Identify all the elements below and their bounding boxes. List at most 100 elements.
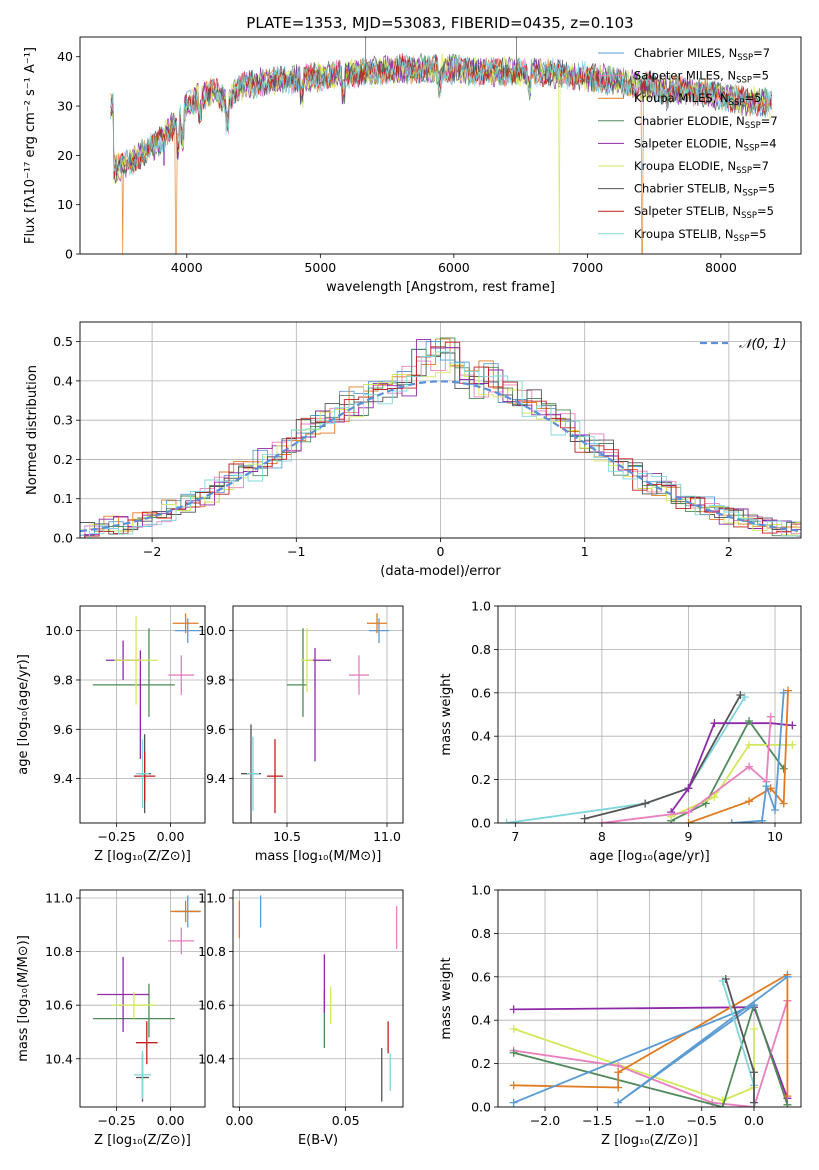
x-tick-label: 2 xyxy=(725,544,733,559)
weight-marker-chabrier_miles xyxy=(509,1098,518,1107)
plot-area xyxy=(509,970,792,1107)
y-tick-label: 30 xyxy=(57,99,73,114)
y-axis-label: mass weight xyxy=(439,673,454,755)
x-axis-label: Z [log₁₀(Z/Z⊙)] xyxy=(601,1133,698,1148)
plot-area xyxy=(92,613,201,814)
y-tick-label: 0.2 xyxy=(53,452,73,467)
weight-marker-chabrier_elodie xyxy=(718,1103,727,1107)
y-tick-label: 0.6 xyxy=(471,685,491,700)
weight-marker-salpeter_elodie xyxy=(710,719,719,728)
x-axis-label: wavelength [Angstrom, rest frame] xyxy=(326,280,555,295)
x-tick-label: 0.0 xyxy=(744,1113,764,1128)
axes-frame xyxy=(79,889,206,1108)
y-tick-label: 0.4 xyxy=(53,373,73,388)
legend-entry-1: Salpeter MILES, NSSP=5 xyxy=(634,69,769,86)
y-axis-label: Flux [fλ10⁻¹⁷ erg cm⁻² s⁻¹ A⁻¹] xyxy=(23,47,38,244)
weight-line-kroupa_stelib xyxy=(721,980,755,1107)
x-axis-label: mass [log₁₀(M/M⊙)] xyxy=(255,849,382,864)
y-tick-label: 0.6 xyxy=(471,969,491,984)
legend-entry-3: Chabrier ELODIE, NSSP=7 xyxy=(634,114,778,131)
y-axis-label: Normed distribution xyxy=(25,365,40,495)
x-tick-label: −1.0 xyxy=(634,1113,664,1128)
x-axis-label: (data-model)/error xyxy=(380,564,501,579)
legend-entry-4: Salpeter ELODIE, NSSP=4 xyxy=(634,136,777,153)
y-tick-label: 10 xyxy=(57,197,73,212)
weight-marker-salpeter_elodie xyxy=(509,1005,518,1014)
legend-entry-6: Chabrier STELIB, NSSP=5 xyxy=(634,182,775,199)
y-tick-label: 10.4 xyxy=(45,1051,73,1066)
weight-marker-kroupa_stelib xyxy=(502,819,511,823)
y-tick-label: 0.4 xyxy=(471,1013,491,1028)
weight-marker-chabrier_elodie xyxy=(509,1048,518,1057)
weight-marker-kroupa_miles xyxy=(614,1083,623,1092)
legend-normal: 𝒩(0, 1) xyxy=(739,337,786,352)
weight-marker-salpeter_elodie xyxy=(684,784,693,793)
weight-marker-chabrier_miles xyxy=(783,972,792,981)
weight-marker-chabrier_stelib xyxy=(641,799,650,808)
plot-area xyxy=(238,895,398,1102)
legend-entry-0: Chabrier MILES, NSSP=7 xyxy=(634,46,770,63)
y-tick-label: 9.8 xyxy=(53,672,73,687)
y-tick-label: 0.0 xyxy=(471,1100,491,1115)
x-tick-label: 0.00 xyxy=(157,1113,185,1128)
y-tick-label: 0.2 xyxy=(471,1056,491,1071)
y-tick-label: 11.0 xyxy=(198,891,226,906)
y-axis-label: age [log₁₀(age/yr)] xyxy=(16,654,31,775)
weight-marker-chabrier_stelib xyxy=(721,974,730,983)
x-tick-label: 7 xyxy=(511,829,519,844)
axes-frame xyxy=(497,605,802,824)
y-axis-label: mass weight xyxy=(439,957,454,1039)
y-tick-label: 1.0 xyxy=(471,599,491,614)
legend-entry-7: Salpeter STELIB, NSSP=5 xyxy=(634,204,774,221)
weight-marker-kroupa_miles xyxy=(684,819,693,823)
weight-marker-kroupa_miles xyxy=(779,799,788,808)
x-tick-label: 0.05 xyxy=(332,1113,360,1128)
weight-marker-salpeter_miles xyxy=(708,1098,717,1107)
weight-marker-kroupa_elodie xyxy=(509,1024,518,1033)
weight-line-kroupa_elodie xyxy=(513,1028,755,1102)
weight-marker-kroupa_elodie xyxy=(788,740,797,749)
weight-marker-chabrier_stelib xyxy=(580,814,589,823)
x-tick-label: 0.00 xyxy=(157,829,185,844)
y-tick-label: 0.2 xyxy=(471,772,491,787)
y-tick-label: 0 xyxy=(65,247,73,262)
x-tick-label: 10 xyxy=(767,829,783,844)
legend-entry-5: Kroupa ELODIE, NSSP=7 xyxy=(634,159,769,176)
weight-line-kroupa_elodie xyxy=(670,744,793,818)
x-tick-label: −1 xyxy=(287,544,305,559)
y-tick-label: 10.4 xyxy=(198,1051,226,1066)
axes-frame xyxy=(79,605,206,824)
plot-area xyxy=(92,895,201,1102)
plot-area xyxy=(80,337,801,538)
y-tick-label: 10.8 xyxy=(198,944,226,959)
y-tick-label: 20 xyxy=(57,148,73,163)
weight-marker-kroupa_elodie xyxy=(749,1024,758,1033)
histogram-salpeter_elodie xyxy=(84,339,801,538)
x-tick-label: 6000 xyxy=(438,260,470,275)
x-tick-label: 8000 xyxy=(705,260,737,275)
x-tick-label: 5000 xyxy=(304,260,336,275)
weight-marker-chabrier_miles xyxy=(758,816,767,823)
y-axis-label: mass [log₁₀(M/M⊙)] xyxy=(16,935,31,1062)
histogram-salpeter_miles xyxy=(84,347,801,538)
y-tick-label: 10.0 xyxy=(45,623,73,638)
y-tick-label: 40 xyxy=(57,49,73,64)
weight-marker-chabrier_miles xyxy=(727,819,736,823)
y-tick-label: 0.3 xyxy=(53,413,73,428)
panel-age_vs_Z: −0.25 0.00 9.4 9.6 9.8 10.0 Z [log₁₀(Z/Z⊙)] age… xyxy=(16,605,206,864)
weight-marker-kroupa_miles xyxy=(783,1092,792,1101)
x-tick-label: 1 xyxy=(581,544,589,559)
y-tick-label: 0.8 xyxy=(471,642,491,657)
weight-marker-kroupa_elodie xyxy=(710,792,719,801)
histogram-kroupa_elodie xyxy=(89,364,801,538)
y-tick-label: 10.8 xyxy=(45,944,73,959)
spectrum-line-8 xyxy=(110,54,772,176)
weight-marker-salpeter_miles xyxy=(745,762,754,771)
x-tick-label: −0.25 xyxy=(97,829,135,844)
weight-marker-chabrier_miles xyxy=(614,1098,623,1107)
y-tick-label: 0.8 xyxy=(471,926,491,941)
y-tick-label: 11.0 xyxy=(45,891,73,906)
axes-frame xyxy=(232,605,404,824)
y-tick-label: 0.1 xyxy=(53,491,73,506)
x-axis-label: E(B-V) xyxy=(298,1133,338,1148)
